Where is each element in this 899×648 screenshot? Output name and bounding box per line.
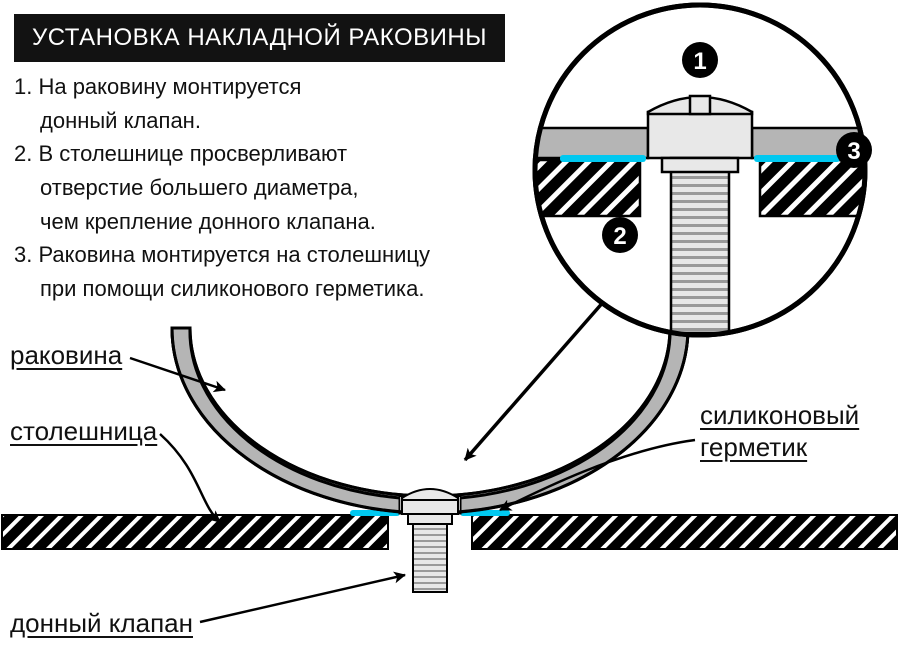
diagram-scene: 1 2 3 [0,0,899,648]
svg-text:1: 1 [693,48,706,75]
badge-3: 3 [836,132,872,168]
sink-shape [172,328,688,513]
drain-valve-main [402,489,458,592]
inset-detail: 1 2 3 [500,5,899,335]
badge-1: 1 [682,42,718,78]
badge-2: 2 [602,217,638,253]
svg-text:3: 3 [847,138,860,165]
main-cross-section [2,328,897,592]
svg-text:2: 2 [613,223,626,250]
